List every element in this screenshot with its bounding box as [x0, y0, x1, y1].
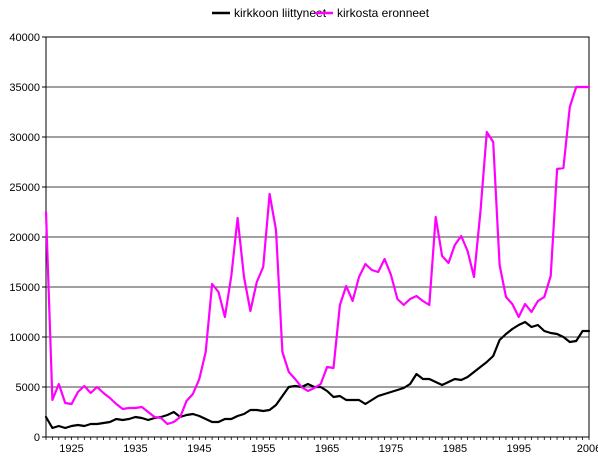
x-tick-label: 1925 — [59, 443, 83, 455]
y-tick-label: 20000 — [9, 232, 40, 244]
x-tick-label: 1965 — [315, 443, 339, 455]
y-axis-ticks: 0 5000 10000 15000 20000 25000 30000 35000 40000 — [9, 32, 46, 444]
x-tick-label: 1955 — [251, 443, 275, 455]
y-tick-label: 30000 — [9, 132, 40, 144]
x-tick-label: 1945 — [187, 443, 211, 455]
y-tick-label: 25000 — [9, 182, 40, 194]
x-tick-label: 2006 — [577, 443, 598, 455]
legend: kirkkoon liittyneet kirkosta eronneet — [212, 6, 430, 20]
x-tick-label: 1975 — [379, 443, 403, 455]
y-tick-label: 40000 — [9, 32, 40, 44]
series-line-eronneet — [44, 85, 591, 426]
legend-label: kirkkoon liittyneet — [234, 6, 327, 20]
series-layer — [44, 85, 591, 430]
x-tick-label: 1985 — [443, 443, 467, 455]
y-tick-label: 5000 — [16, 382, 40, 394]
x-axis-ticks: 1925 1935 1945 1955 1965 1975 1985 1995 2006 — [45, 437, 598, 455]
y-tick-label: 35000 — [9, 82, 40, 94]
x-tick-label: 1935 — [123, 443, 147, 455]
gridlines — [46, 86, 589, 388]
legend-label: kirkosta eronneet — [337, 6, 430, 20]
y-tick-label: 10000 — [9, 332, 40, 344]
x-tick-label: 1995 — [506, 443, 530, 455]
y-tick-label: 15000 — [9, 282, 40, 294]
y-tick-label: 0 — [34, 432, 40, 444]
